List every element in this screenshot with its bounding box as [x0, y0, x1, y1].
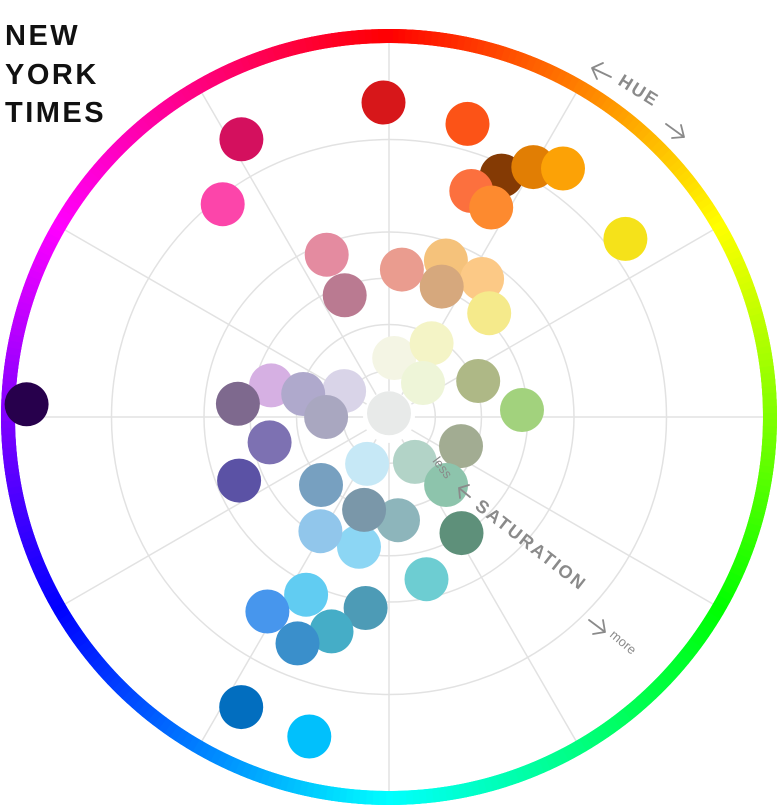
- color-dot-medium-blue: [275, 621, 320, 666]
- color-dot-sky: [337, 524, 381, 569]
- hue-ring: [0, 28, 778, 806]
- color-dot-periwinkle: [247, 420, 292, 465]
- color-dot-olive: [456, 359, 501, 403]
- title-line-3: TIMES: [5, 97, 107, 129]
- color-dot-slate-teal: [376, 498, 420, 543]
- color-dot-pale-sky: [345, 441, 390, 486]
- color-dot-salmon: [379, 247, 424, 292]
- hue-arrow-left: [591, 62, 612, 80]
- color-dot-dark-green: [439, 511, 484, 556]
- color-dot-orange: [541, 146, 585, 191]
- color-dot-crimson: [361, 80, 406, 125]
- color-dot-light-mint: [392, 439, 437, 484]
- color-dot-indigo: [217, 458, 262, 503]
- color-dot-grey-purple: [215, 381, 260, 426]
- hue-arrow-right: [665, 123, 685, 139]
- color-dot-light-pink: [304, 232, 349, 277]
- color-dot-grey-lavender: [304, 395, 349, 439]
- color-dot-yellow: [603, 216, 648, 261]
- hue-spoke-11: [64, 229, 367, 405]
- color-dot-cyan-blue: [284, 572, 329, 617]
- hue-label: HUE: [615, 70, 663, 110]
- more-label: more: [607, 627, 639, 658]
- color-dots: [4, 80, 648, 759]
- color-dot-eggplant: [4, 382, 49, 427]
- color-dot-pink: [200, 182, 245, 227]
- color-dot-teal: [404, 557, 449, 602]
- color-dot-off-white: [367, 391, 411, 436]
- color-dot-slate-blue: [342, 487, 387, 532]
- color-dot-light-green: [500, 388, 544, 432]
- color-dot-rose: [219, 117, 264, 162]
- hue-spoke-9: [64, 429, 367, 605]
- color-dot-mint: [424, 463, 469, 507]
- color-dot-orange-red: [445, 101, 490, 146]
- color-dot-sage: [439, 424, 483, 469]
- color-dot-steel-blue: [299, 463, 343, 507]
- color-dot-ocean: [309, 609, 354, 654]
- title-line-1: NEW: [5, 20, 81, 52]
- color-dot-light-cream: [401, 361, 445, 405]
- saturation-label: SATURATION: [472, 495, 591, 594]
- color-dot-tangerine: [469, 185, 514, 230]
- saturation-arrow-right: [588, 619, 606, 635]
- color-dot-pale-yellow: [409, 321, 454, 366]
- color-dot-tan: [419, 264, 464, 309]
- saturation-arrow-left: [458, 484, 471, 499]
- color-dot-light-orange: [460, 257, 505, 301]
- color-dot-royal-blue: [219, 685, 264, 730]
- color-dot-cream: [372, 336, 417, 380]
- color-dot-steel-teal: [343, 586, 388, 630]
- color-dot-mauve: [322, 273, 367, 318]
- color-dot-light-yellow: [467, 291, 512, 336]
- color-dot-light-blue: [298, 509, 343, 554]
- color-dot-bright-cyan: [287, 714, 332, 759]
- color-dot-azure: [245, 589, 290, 634]
- title-line-2: YORK: [5, 59, 99, 91]
